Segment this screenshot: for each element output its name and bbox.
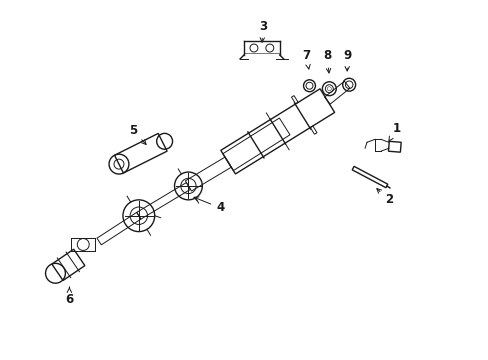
Text: 8: 8 (323, 49, 331, 73)
Text: 6: 6 (65, 287, 73, 306)
Text: 7: 7 (302, 49, 310, 69)
Text: 9: 9 (343, 49, 350, 71)
Text: 3: 3 (258, 20, 266, 42)
Text: 4: 4 (194, 197, 224, 214)
Text: 2: 2 (376, 189, 392, 206)
Text: 1: 1 (388, 122, 400, 141)
Text: 5: 5 (128, 124, 146, 144)
